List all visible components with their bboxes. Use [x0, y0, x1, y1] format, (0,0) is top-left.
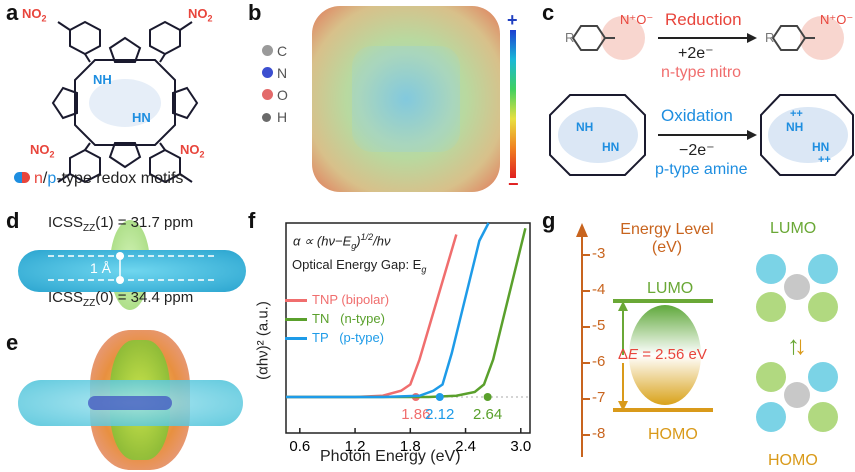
- r-label-2: R: [765, 30, 775, 45]
- no2-label-br: NO2: [180, 142, 205, 160]
- homo-level-label: HOMO: [648, 426, 698, 443]
- tauc-plot: 0.6 1.2 1.8 2.4 3.0 1.86 2.64 2.12: [285, 222, 531, 455]
- gap-point-1: [483, 393, 492, 401]
- legend-tn: TN (n-type): [285, 309, 389, 328]
- x-tick-label: 1.2: [345, 438, 366, 455]
- energy-tick-label: -3: [592, 245, 606, 262]
- homo-orbital: [748, 350, 848, 445]
- x-tick-label: 0.6: [289, 438, 310, 455]
- p-type-amine-label: p-type amine: [655, 161, 748, 178]
- panel-label-b: b: [248, 0, 262, 25]
- esp-core: [352, 46, 460, 152]
- gap-value-label-2: 2.12: [425, 406, 454, 423]
- icss-dashed-guides: [48, 252, 218, 284]
- x-tick-label: 3.0: [510, 438, 531, 455]
- transition-arrows-icon: ↑↓: [787, 330, 807, 360]
- gap-value-label-1: 2.64: [473, 406, 502, 423]
- c-charge-1: ++: [790, 108, 803, 120]
- energy-title: Energy Level (eV): [620, 221, 714, 256]
- e-molecule-core: [88, 396, 172, 410]
- r-label-1: R: [565, 30, 575, 45]
- reduction-electrons: +2e⁻: [678, 45, 714, 62]
- panel-label-d: d: [6, 208, 20, 233]
- energy-tick-label: -6: [592, 353, 606, 370]
- oxidation-electrons: −2e⁻: [679, 142, 715, 159]
- reduction-label: Reduction: [665, 10, 742, 29]
- n-type-nitro-label: n-type nitro: [661, 64, 742, 81]
- series-line-2: [286, 222, 490, 399]
- no2-label-bl: NO2: [30, 142, 55, 160]
- atom-c: C: [262, 40, 288, 62]
- atom-h: H: [262, 106, 288, 128]
- energy-tick-label: -5: [592, 317, 606, 334]
- energy-diagram: [576, 223, 713, 457]
- panel-c-schemes: [549, 16, 854, 176]
- icss-top-label: ICSSZZ(1) = 31.7 ppm: [48, 214, 194, 234]
- icss-blue-isosurface: [18, 250, 246, 292]
- lumo-orbital: [748, 240, 848, 335]
- homo-orbital-label: HOMO: [768, 452, 818, 469]
- gap-label: Optical Energy Gap: Eg: [292, 257, 427, 275]
- c-nh-label: NH: [576, 120, 594, 134]
- atom-legend: C N O H: [262, 40, 288, 128]
- energy-gap-label: ΔE = 2.56 eV: [618, 346, 707, 363]
- redox-pill-icon: [14, 172, 30, 183]
- panel-a-structure: [51, 20, 199, 184]
- x-axis-label: Photon Energy (eV): [320, 448, 461, 465]
- panel-label-e: e: [6, 330, 19, 355]
- no2-label-tl: NO2: [22, 6, 47, 24]
- hn-label: HN: [132, 110, 151, 125]
- lumo-level-label: LUMO: [647, 280, 694, 297]
- nitro-group-right: N⁺O⁻: [820, 12, 854, 27]
- y-axis-label-wrap: (αhν)² (a.u.): [253, 268, 273, 418]
- energy-tick-label: -4: [592, 281, 606, 298]
- icss-bottom-label: ICSSZZ(0) = 34.4 ppm: [48, 289, 194, 309]
- c-hn-label: HN: [602, 140, 620, 154]
- nh-label: NH: [93, 72, 112, 87]
- x-tick-label: 1.8: [400, 438, 421, 455]
- x-tick-label: 2.4: [455, 438, 476, 455]
- panel-label-g: g: [542, 208, 556, 233]
- energy-tick-label: -7: [592, 389, 606, 406]
- atom-o: O: [262, 84, 288, 106]
- panel-label-a: a: [6, 0, 19, 25]
- nitro-group-left: N⁺O⁻: [620, 12, 654, 27]
- distance-label: 1 Å: [90, 260, 112, 276]
- plot-frame: [285, 222, 531, 434]
- equation-label: α ∝ (hν−Eg)1/2/hν: [293, 232, 391, 251]
- c-hn-ox-label: HN: [812, 140, 830, 154]
- atom-n: N: [262, 62, 288, 84]
- lumo-orbital-label: LUMO: [770, 220, 817, 237]
- legend-tnp: TNP (bipolar): [285, 290, 389, 309]
- no2-label-tr: NO2: [188, 6, 213, 24]
- panel-label-f: f: [248, 208, 256, 233]
- y-axis-label: (αhν)² (a.u.): [254, 301, 272, 380]
- tauc-legend: TNP (bipolar) TN (n-type) TP (p-type): [285, 290, 389, 347]
- esp-scale-minus: −: [508, 174, 519, 194]
- c-charge-2: ++: [818, 154, 831, 166]
- c-nh-ox-label: NH: [786, 120, 804, 134]
- oxidation-label: Oxidation: [661, 106, 733, 125]
- redox-motif-legend: n/p-type redox motifs: [14, 170, 183, 188]
- legend-tp: TP (p-type): [285, 328, 389, 347]
- energy-tick-label: -8: [592, 425, 606, 442]
- esp-scale-plus: +: [507, 10, 518, 30]
- gap-value-label-0: 1.86: [401, 406, 430, 423]
- panel-label-c: c: [542, 0, 555, 25]
- esp-color-scale: [510, 30, 516, 178]
- gap-point-2: [435, 393, 444, 401]
